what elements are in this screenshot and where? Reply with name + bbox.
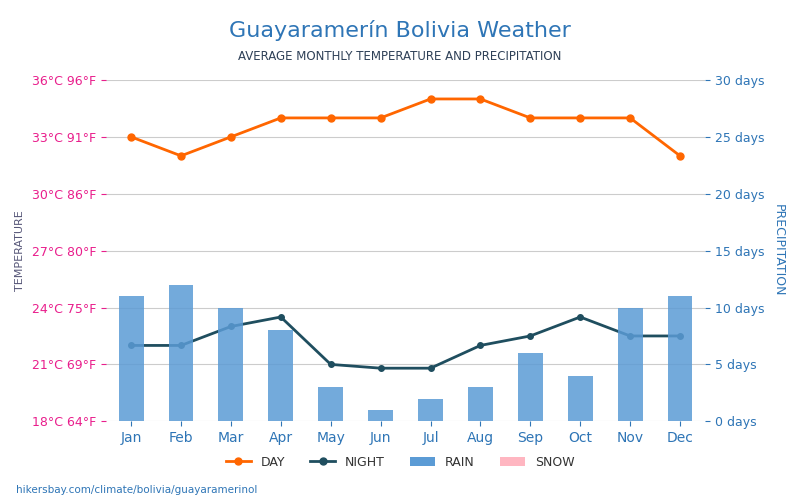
Bar [518, 353, 542, 422]
Bar [468, 387, 493, 422]
Bar [667, 296, 693, 422]
Line: NIGHT: NIGHT [128, 314, 682, 371]
DAY [276, 115, 286, 121]
Legend: DAY, NIGHT, RAIN, SNOW: DAY, NIGHT, RAIN, SNOW [221, 451, 579, 474]
NIGHT [276, 314, 286, 320]
DAY [326, 115, 335, 121]
DAY [226, 134, 236, 140]
Bar [118, 296, 143, 422]
NIGHT [426, 365, 435, 371]
DAY [675, 153, 685, 159]
NIGHT [226, 324, 236, 330]
Text: AVERAGE MONTHLY TEMPERATURE AND PRECIPITATION: AVERAGE MONTHLY TEMPERATURE AND PRECIPIT… [238, 50, 562, 63]
DAY [426, 96, 435, 102]
Y-axis label: PRECIPITATION: PRECIPITATION [772, 204, 785, 297]
NIGHT [126, 342, 136, 348]
Text: Guayaramerín Bolivia Weather: Guayaramerín Bolivia Weather [229, 20, 571, 41]
Bar [618, 308, 642, 422]
NIGHT [675, 333, 685, 339]
NIGHT [476, 342, 486, 348]
Bar [268, 330, 294, 422]
NIGHT [526, 333, 535, 339]
Line: DAY: DAY [128, 96, 683, 160]
DAY [476, 96, 486, 102]
DAY [575, 115, 585, 121]
DAY [526, 115, 535, 121]
Bar [568, 376, 593, 422]
NIGHT [575, 314, 585, 320]
NIGHT [626, 333, 635, 339]
NIGHT [376, 365, 386, 371]
Bar [318, 387, 343, 422]
Bar [169, 285, 194, 422]
DAY [376, 115, 386, 121]
Y-axis label: TEMPERATURE: TEMPERATURE [15, 210, 25, 291]
NIGHT [176, 342, 186, 348]
NIGHT [326, 362, 335, 368]
Bar [368, 410, 393, 422]
Bar [218, 308, 243, 422]
DAY [126, 134, 136, 140]
DAY [626, 115, 635, 121]
DAY [176, 153, 186, 159]
Bar [418, 398, 443, 421]
Text: hikersbay.com/climate/bolivia/guayaramerinol: hikersbay.com/climate/bolivia/guayaramer… [16, 485, 258, 495]
